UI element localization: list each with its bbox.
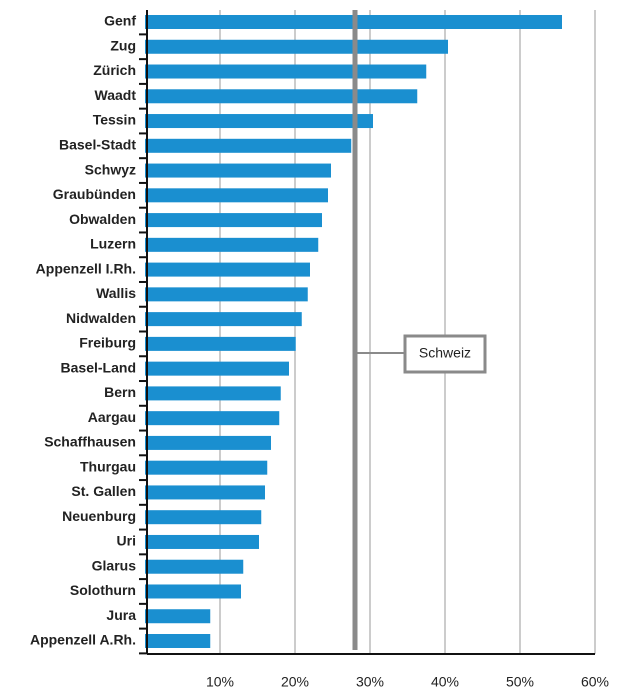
x-tick-label: 20% xyxy=(281,674,309,690)
bar xyxy=(145,138,352,153)
reference-box xyxy=(403,334,487,374)
x-tick-label: 60% xyxy=(581,674,609,690)
bar xyxy=(145,89,418,104)
x-tick-label: 10% xyxy=(206,674,234,690)
bar xyxy=(145,64,427,79)
bar xyxy=(145,485,265,500)
y-tick-label: Luzern xyxy=(90,236,136,252)
y-tick-label: Genf xyxy=(104,13,136,29)
bar xyxy=(145,634,211,648)
bar xyxy=(145,213,322,228)
y-tick-label: Waadt xyxy=(95,87,137,103)
bar xyxy=(145,435,271,450)
y-tick-label: Aargau xyxy=(88,409,136,425)
y-tick-label: Obwalden xyxy=(69,211,136,227)
y-tick-label: Thurgau xyxy=(80,458,136,474)
y-tick-label: Neuenburg xyxy=(62,508,136,524)
y-tick-label: Uri xyxy=(117,533,136,549)
bar xyxy=(145,609,211,624)
y-tick-label: Basel-Land xyxy=(61,359,136,375)
bar xyxy=(145,163,331,178)
bar xyxy=(145,460,268,475)
bar xyxy=(145,312,302,327)
bar xyxy=(145,237,319,252)
x-tick-label: 30% xyxy=(356,674,384,690)
y-tick-label: Zürich xyxy=(93,62,136,78)
bar xyxy=(145,411,280,426)
y-tick-label: Schwyz xyxy=(85,161,136,177)
bar xyxy=(145,39,448,54)
bar xyxy=(145,188,328,203)
y-tick-label: Wallis xyxy=(96,285,136,301)
y-tick-label: Graubünden xyxy=(53,186,136,202)
bar xyxy=(145,114,373,129)
y-tick-label: Schaffhausen xyxy=(44,434,136,450)
bar xyxy=(145,584,241,599)
y-tick-label: Bern xyxy=(104,384,136,400)
bar xyxy=(145,386,281,401)
bar xyxy=(145,336,296,351)
reference-label: Schweiz xyxy=(419,345,471,361)
y-tick-label: Solothurn xyxy=(70,582,136,598)
y-tick-label: Glarus xyxy=(92,557,137,573)
y-tick-label: Jura xyxy=(106,607,136,623)
x-tick-label: 50% xyxy=(506,674,534,690)
bar xyxy=(145,361,289,376)
y-tick-label: Appenzell I.Rh. xyxy=(36,260,136,276)
bar xyxy=(145,287,308,302)
bar xyxy=(145,534,259,549)
y-tick-label: Nidwalden xyxy=(66,310,136,326)
y-tick-label: Basel-Stadt xyxy=(59,137,136,153)
bar xyxy=(145,510,262,525)
y-tick-label: Zug xyxy=(110,37,136,53)
y-tick-label: Tessin xyxy=(93,112,136,128)
bar xyxy=(145,262,310,277)
y-tick-label: St. Gallen xyxy=(71,483,136,499)
x-tick-label: 40% xyxy=(431,674,459,690)
bar xyxy=(145,559,244,574)
y-tick-label: Appenzell A.Rh. xyxy=(30,632,136,648)
y-tick-label: Freiburg xyxy=(79,335,136,351)
